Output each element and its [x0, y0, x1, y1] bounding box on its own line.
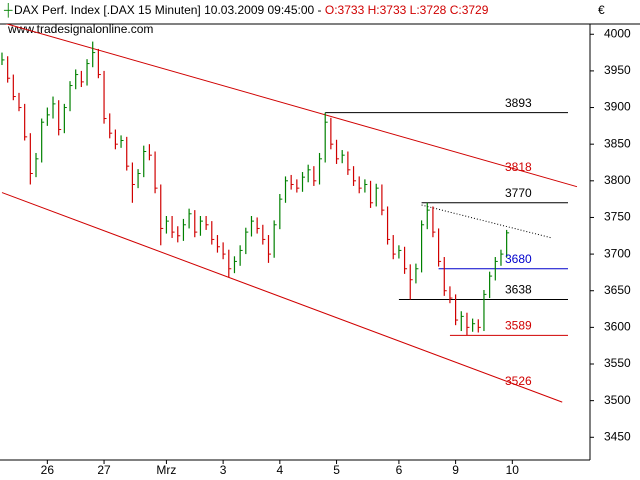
- x-tick-label: 26: [41, 463, 55, 477]
- y-tick-label: 3950: [604, 63, 631, 77]
- y-tick-label: 4000: [604, 26, 631, 40]
- level-label: 3680: [505, 252, 532, 266]
- y-tick-label: 3850: [604, 136, 631, 150]
- y-tick-label: 3600: [604, 320, 631, 334]
- y-tick-label: 3500: [604, 393, 631, 407]
- level-label: 3770: [505, 186, 532, 200]
- y-tick-label: 3800: [604, 173, 631, 187]
- chart-header: DAX Perf. Index [.DAX 15 Minuten] 10.03.…: [14, 3, 489, 17]
- trendline: [1, 192, 563, 403]
- level-label: 3818: [505, 160, 532, 174]
- level-label: 3638: [505, 283, 532, 297]
- y-tick-label: 3550: [604, 356, 631, 370]
- plot: [1, 24, 578, 403]
- quote-item: H:3733: [368, 3, 407, 17]
- y-tick-label: 3700: [604, 246, 631, 260]
- y-tick-label: 3450: [604, 429, 631, 443]
- level-label: 3589: [505, 319, 532, 333]
- y-tick-label: 3650: [604, 283, 631, 297]
- level-label: 3526: [505, 374, 532, 388]
- watermark: www.tradesignalonline.com: [7, 22, 153, 36]
- y-tick-label: 3750: [604, 210, 631, 224]
- x-tick-label: 27: [97, 463, 111, 477]
- timestamp: 10.03.2009 09:45:00 -: [204, 3, 321, 17]
- x-tick-label: 4: [276, 463, 283, 477]
- currency: €: [598, 3, 605, 17]
- level-label: 3893: [505, 96, 532, 110]
- x-tick-label: 10: [506, 463, 520, 477]
- quote-item: C:3729: [450, 3, 489, 17]
- quote-item: L:3728: [410, 3, 447, 17]
- quote-item: O:3733: [325, 3, 365, 17]
- x-tick-label: 6: [396, 463, 403, 477]
- chart-title: DAX Perf. Index [.DAX 15 Minuten]: [14, 3, 201, 17]
- chart-icon: ┼: [3, 3, 13, 18]
- x-tick-label: 5: [333, 463, 340, 477]
- x-tick-label: 9: [452, 463, 459, 477]
- x-tick-label: Mrz: [156, 463, 176, 477]
- y-tick-label: 3900: [604, 100, 631, 114]
- x-tick-label: 3: [220, 463, 227, 477]
